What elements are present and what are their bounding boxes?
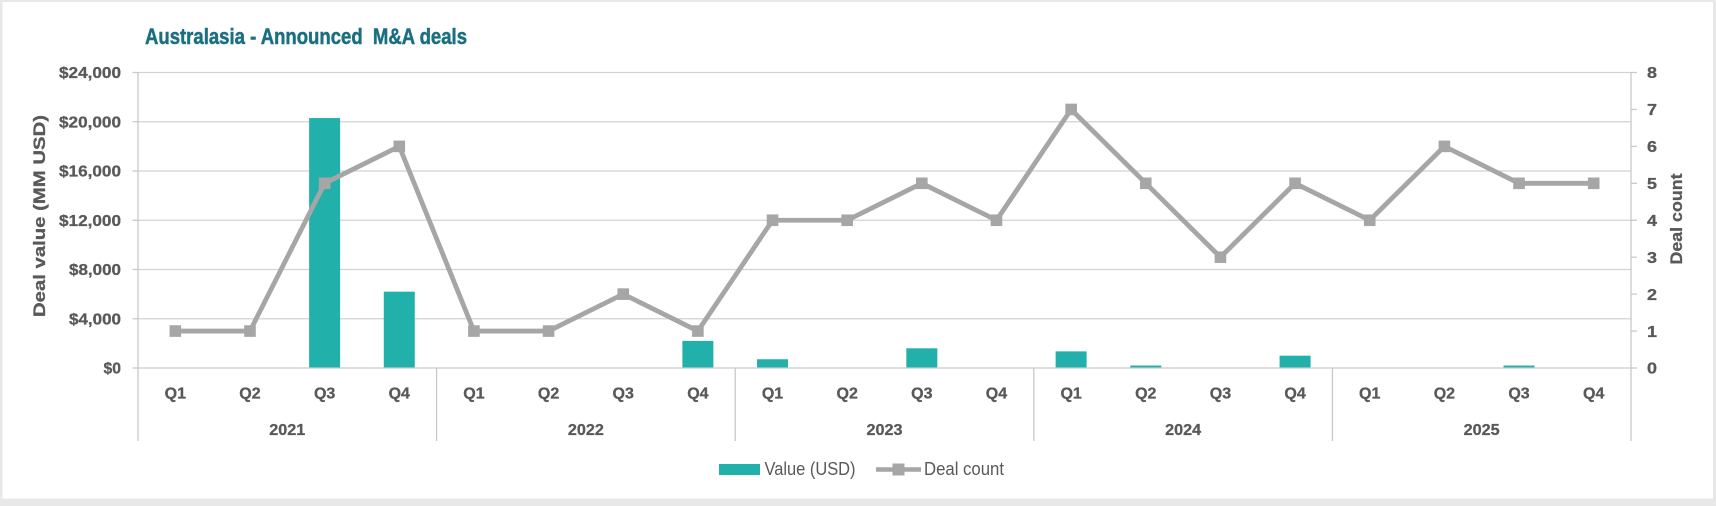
svg-text:$16,000: $16,000 <box>59 164 121 181</box>
svg-text:$12,000: $12,000 <box>59 213 121 230</box>
svg-text:3: 3 <box>1647 250 1657 267</box>
svg-text:Q1: Q1 <box>165 386 186 403</box>
svg-text:6: 6 <box>1647 139 1657 156</box>
svg-text:Australasia - Announced M&A d: Australasia - Announced M&A deals <box>145 24 467 49</box>
svg-text:Deal count: Deal count <box>1667 173 1686 264</box>
svg-text:2025: 2025 <box>1464 422 1500 439</box>
svg-text:$8,000: $8,000 <box>69 262 121 279</box>
svg-text:Q3: Q3 <box>613 386 634 403</box>
svg-text:Q4: Q4 <box>1284 386 1305 403</box>
svg-text:$0: $0 <box>104 361 122 378</box>
svg-text:Q1: Q1 <box>463 386 484 403</box>
svg-text:$24,000: $24,000 <box>59 65 121 82</box>
svg-text:2021: 2021 <box>269 422 305 439</box>
svg-text:2024: 2024 <box>1165 422 1201 439</box>
svg-text:Deal value (MM USD): Deal value (MM USD) <box>30 115 49 317</box>
svg-text:Q1: Q1 <box>762 386 783 403</box>
svg-text:Value (USD): Value (USD) <box>765 458 856 479</box>
svg-text:2: 2 <box>1647 287 1657 304</box>
svg-text:2022: 2022 <box>568 422 604 439</box>
svg-text:Q4: Q4 <box>389 386 410 403</box>
svg-text:0: 0 <box>1647 361 1657 378</box>
svg-text:Q1: Q1 <box>1359 386 1380 403</box>
svg-text:Deal count: Deal count <box>924 458 1004 479</box>
svg-text:Q3: Q3 <box>1210 386 1231 403</box>
svg-text:Q2: Q2 <box>239 386 260 403</box>
svg-text:$20,000: $20,000 <box>59 114 121 131</box>
svg-text:2023: 2023 <box>867 422 903 439</box>
svg-text:8: 8 <box>1647 65 1657 82</box>
svg-text:1: 1 <box>1647 324 1657 341</box>
svg-text:4: 4 <box>1647 213 1657 230</box>
svg-text:Q2: Q2 <box>837 386 858 403</box>
svg-text:Q4: Q4 <box>1583 386 1604 403</box>
svg-text:5: 5 <box>1647 176 1657 193</box>
svg-text:Q3: Q3 <box>1508 386 1529 403</box>
svg-text:Q1: Q1 <box>1060 386 1081 403</box>
svg-text:Q2: Q2 <box>1434 386 1455 403</box>
svg-text:7: 7 <box>1647 102 1657 119</box>
svg-text:$4,000: $4,000 <box>69 311 121 328</box>
svg-text:Q3: Q3 <box>911 386 932 403</box>
svg-text:Q4: Q4 <box>687 386 708 403</box>
svg-text:Q2: Q2 <box>538 386 559 403</box>
svg-text:Q2: Q2 <box>1135 386 1156 403</box>
svg-text:Q4: Q4 <box>986 386 1007 403</box>
svg-text:Q3: Q3 <box>314 386 335 403</box>
